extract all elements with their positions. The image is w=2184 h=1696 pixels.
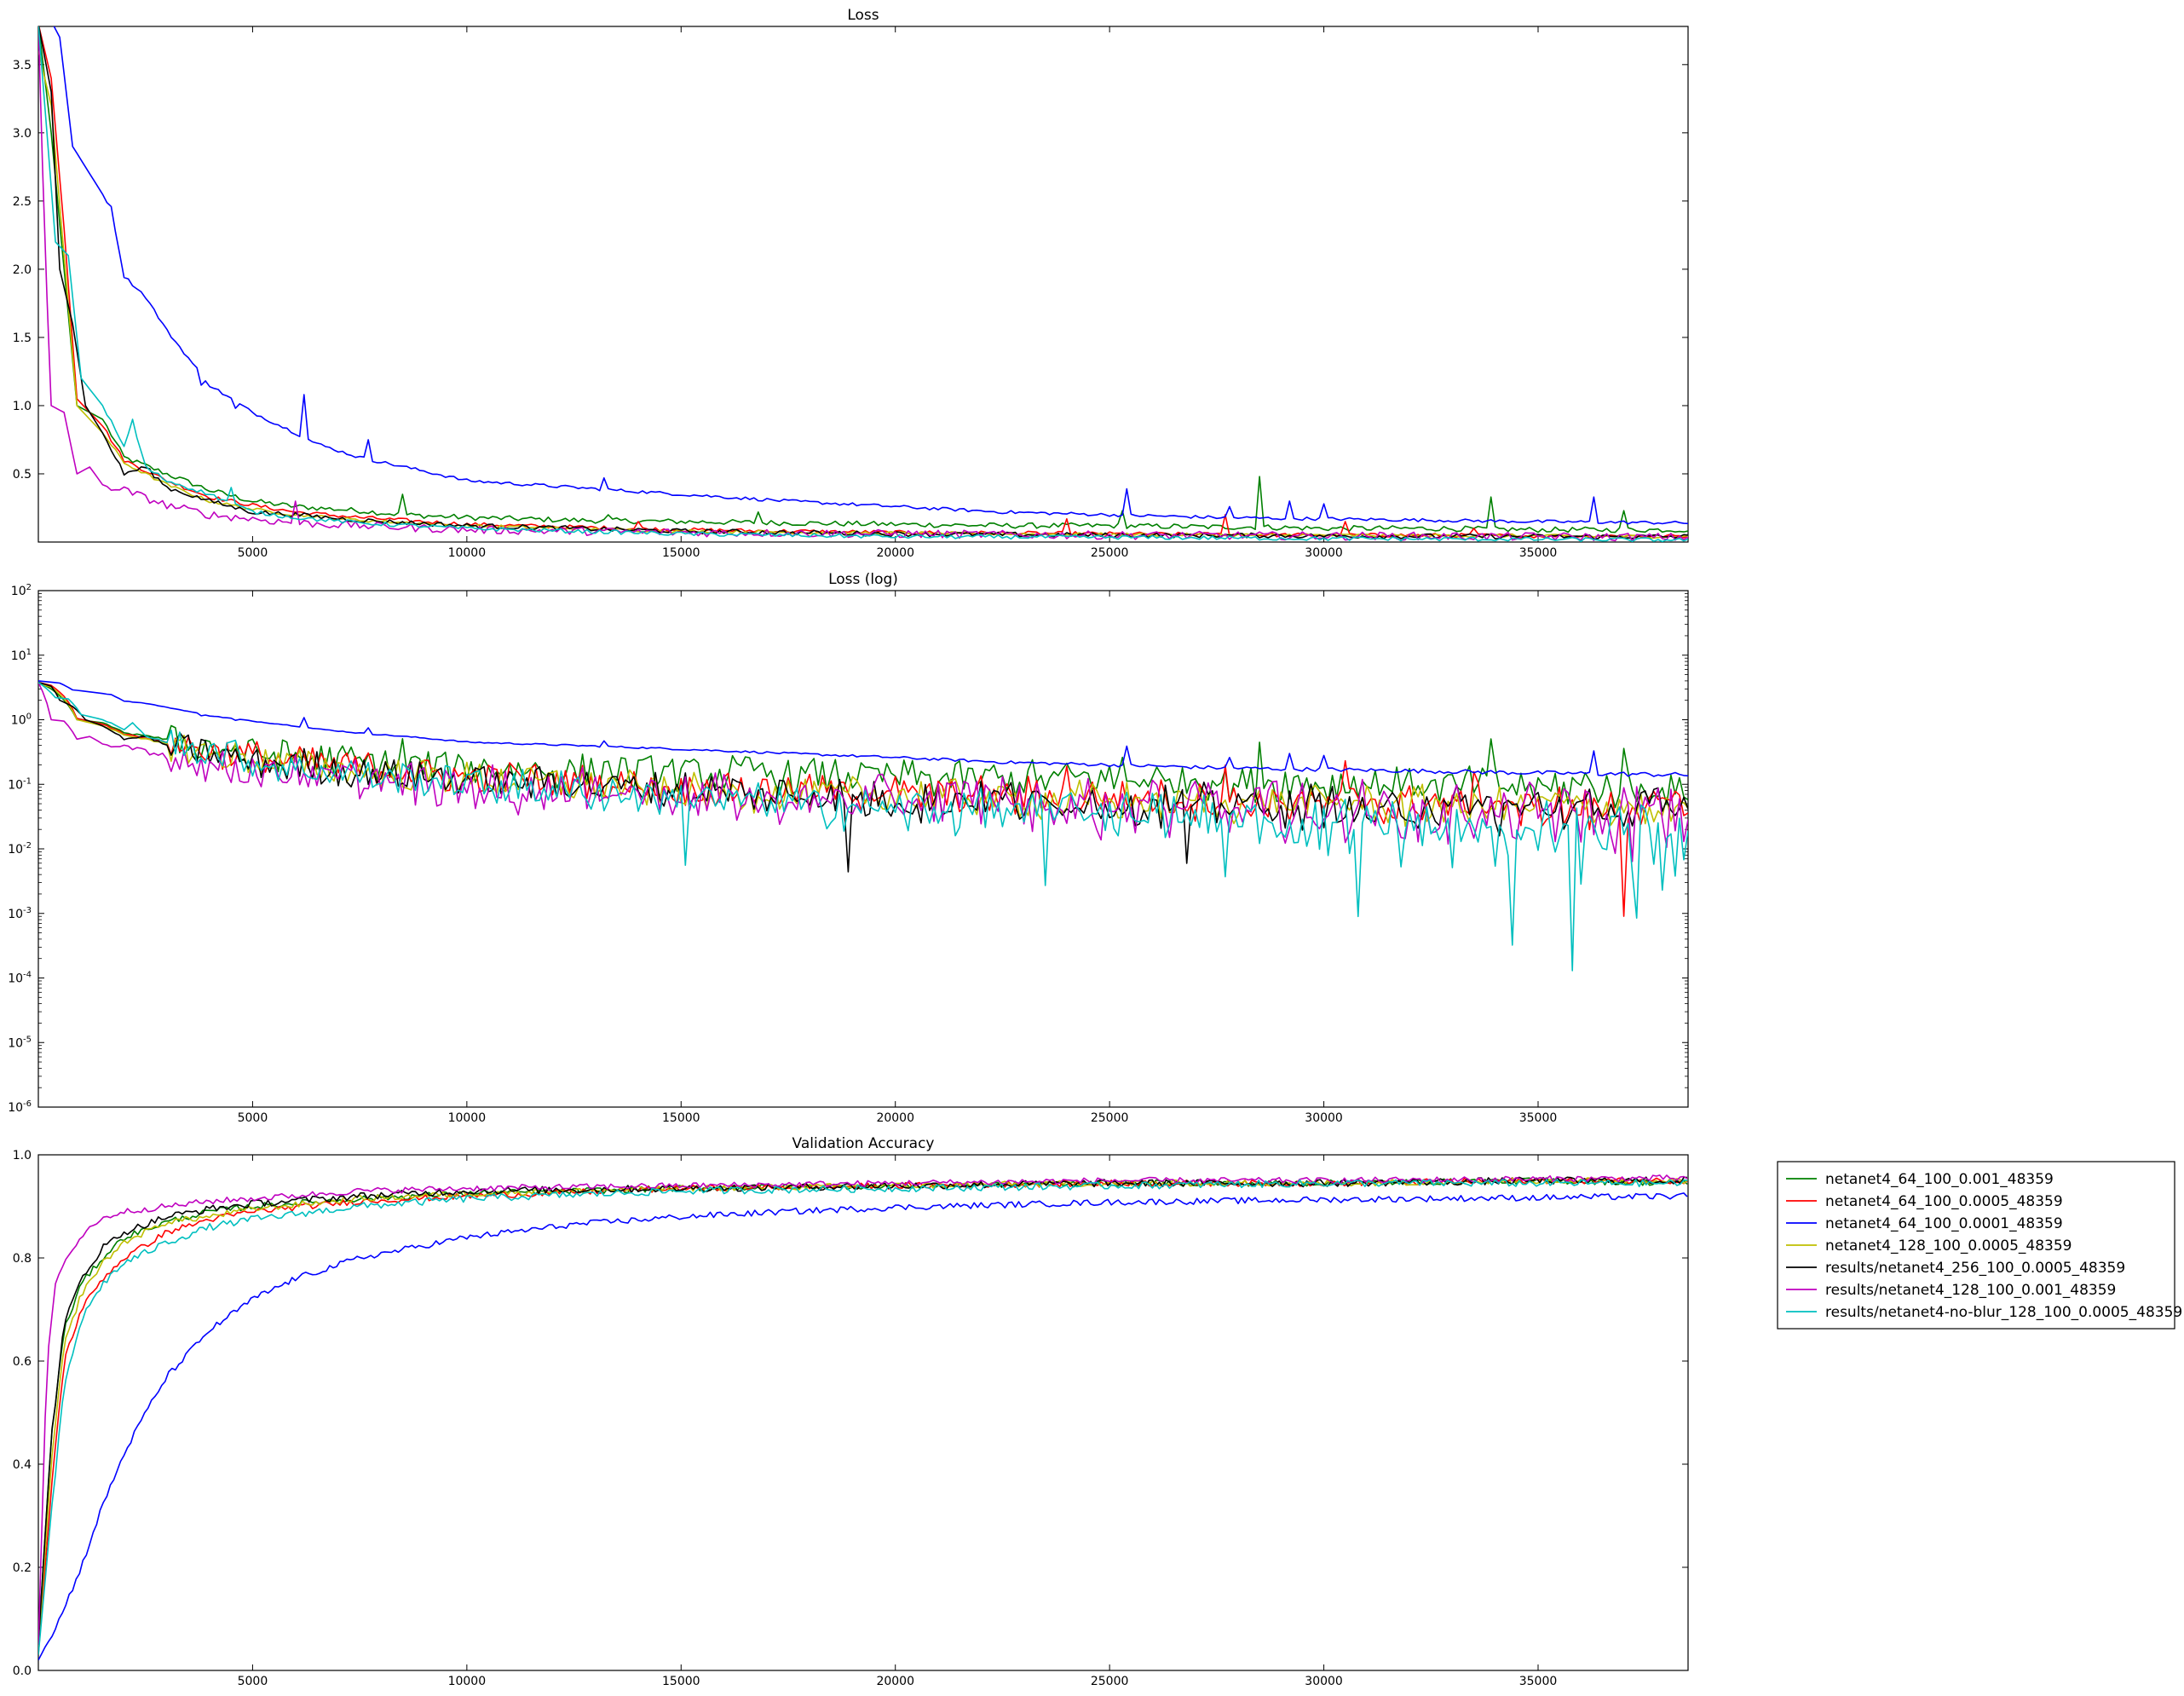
series-line-5	[38, 681, 1688, 873]
x-tick-label: 15000	[662, 1111, 700, 1125]
series-line-3	[38, 680, 1688, 777]
y-tick-label: 102	[11, 583, 32, 598]
series-line-1	[38, 681, 1688, 809]
series-line-5	[38, 26, 1688, 539]
panel-3: Validation Accuracy 5000 10000 15000 20000 25…	[13, 1135, 1689, 1688]
y-tick-label: 100	[11, 712, 32, 728]
y-tick-label: 10-6	[8, 1099, 32, 1115]
x-tick-label: 15000	[662, 546, 700, 560]
legend-label: results/netanet4_256_100_0.0005_48359	[1825, 1260, 2125, 1277]
x-tick-label: 20000	[876, 1675, 914, 1688]
x-tick-label: 25000	[1091, 1675, 1129, 1688]
legend: netanet4_64_100_0.001_48359 netanet4_64_1…	[1777, 1161, 2182, 1330]
y-tick-label: 3.0	[13, 127, 32, 141]
legend-label: results/netanet4-no-blur_128_100_0.0005_…	[1825, 1304, 2182, 1321]
y-tick-label: 0.2	[13, 1561, 32, 1575]
x-tick-label: 10000	[448, 1675, 487, 1688]
y-tick-label: 0.8	[13, 1252, 32, 1266]
legend-label: netanet4_128_100_0.0005_48359	[1825, 1237, 2072, 1255]
y-tick-label: 0.0	[13, 1664, 32, 1678]
panel-1: Loss 5000 10000 15000 20000 25000 30000 35000 0.…	[13, 7, 1689, 560]
x-tick-label: 5000	[238, 1111, 268, 1125]
x-tick-label: 10000	[448, 546, 487, 560]
y-tick-label: 0.6	[13, 1355, 32, 1369]
series-line-6	[38, 1174, 1688, 1645]
x-tick-label: 35000	[1519, 546, 1558, 560]
series-line-7	[38, 1179, 1688, 1655]
y-tick-label: 2.5	[13, 195, 32, 209]
y-tick-label: 10-2	[8, 841, 32, 857]
x-tick-label: 20000	[876, 546, 914, 560]
plot-frame	[37, 1154, 1689, 1671]
y-tick-label: 1.5	[13, 332, 32, 345]
x-tick-label: 15000	[662, 1675, 700, 1688]
y-tick-label: 10-5	[8, 1035, 32, 1050]
x-tick-label: 5000	[238, 546, 268, 560]
y-tick-label: 0.4	[13, 1458, 32, 1472]
y-tick-label: 2.0	[13, 263, 32, 277]
x-tick-label: 25000	[1091, 1111, 1129, 1125]
series-line-7	[38, 26, 1688, 542]
series-line-1	[38, 26, 1688, 534]
x-tick-label: 35000	[1519, 1675, 1558, 1688]
chart-title: Validation Accuracy	[792, 1135, 935, 1152]
series-line-2	[38, 26, 1688, 539]
y-tick-label: 3.5	[13, 59, 32, 72]
plot-frame	[37, 26, 1689, 543]
panel-2: Loss (log) 5000 10000 15000 20000 25000 30000 3…	[8, 571, 1689, 1125]
chart-title: Loss (log)	[828, 571, 898, 588]
y-tick-label: 10-4	[8, 971, 32, 986]
x-tick-label: 30000	[1305, 1675, 1343, 1688]
chart-title: Loss	[847, 7, 879, 24]
legend-label: netanet4_64_100_0.0001_48359	[1825, 1215, 2063, 1232]
y-tick-label: 0.5	[13, 468, 32, 482]
legend-label: netanet4_64_100_0.0005_48359	[1825, 1193, 2063, 1210]
y-tick-label: 10-3	[8, 906, 32, 921]
x-tick-label: 30000	[1305, 1111, 1343, 1125]
series-line-4	[38, 1176, 1688, 1650]
legend-frame	[1777, 1161, 2175, 1330]
series-line-1	[38, 1177, 1688, 1645]
y-tick-label: 10-1	[8, 776, 32, 792]
series-line-7	[38, 681, 1688, 972]
series-line-3	[53, 26, 1688, 525]
x-tick-label: 25000	[1091, 546, 1129, 560]
legend-label: netanet4_64_100_0.001_48359	[1825, 1171, 2054, 1188]
y-tick-label: 101	[11, 648, 32, 663]
legend-label: results/netanet4_128_100_0.001_48359	[1825, 1282, 2116, 1299]
series-line-3	[38, 1192, 1688, 1661]
x-tick-label: 20000	[876, 1111, 914, 1125]
x-tick-label: 10000	[448, 1111, 487, 1125]
series-line-2	[38, 1176, 1688, 1655]
series-line-5	[38, 1176, 1688, 1645]
y-tick-label: 1.0	[13, 400, 32, 413]
series-line-4	[38, 50, 1688, 539]
x-tick-label: 35000	[1519, 1111, 1558, 1125]
plot-frame	[37, 590, 1689, 1108]
series-line-6	[38, 26, 1688, 542]
y-tick-label: 1.0	[13, 1149, 32, 1162]
x-tick-label: 5000	[238, 1675, 268, 1688]
x-tick-label: 30000	[1305, 546, 1343, 560]
